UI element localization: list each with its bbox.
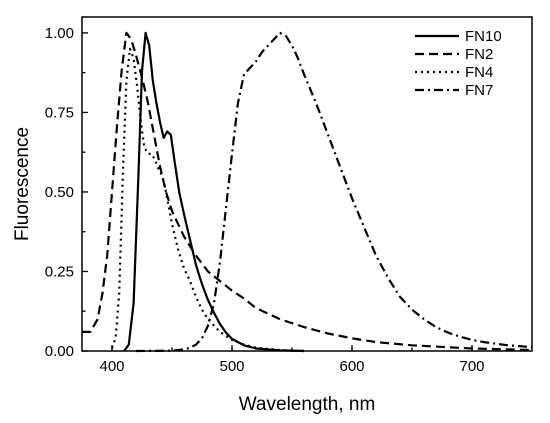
legend-label-fn4: FN4 xyxy=(465,64,493,81)
legend-label-fn10: FN10 xyxy=(465,28,502,45)
y-tick-label: 1.00 xyxy=(45,25,74,42)
plot-frame xyxy=(81,16,533,352)
legend-label-fn2: FN2 xyxy=(465,46,493,63)
x-axis-label: Wavelength, nm xyxy=(239,394,376,415)
series-line-fn4 xyxy=(110,47,305,353)
series-line-fn10 xyxy=(123,31,305,353)
x-tick-label: 400 xyxy=(99,358,124,375)
y-tick-label: 0.25 xyxy=(45,263,74,280)
x-tick-label: 500 xyxy=(219,358,244,375)
x-tick-label: 700 xyxy=(459,358,484,375)
series-line-fn7 xyxy=(135,31,533,353)
legend-label-fn7: FN7 xyxy=(465,82,493,99)
axis-ticks: 400 500 600 700 0.00 0.25 0.50 0.75 1.00 xyxy=(45,25,485,375)
y-axis-label: Fluorescence xyxy=(12,127,33,241)
y-tick-label: 0.75 xyxy=(45,104,74,121)
series-line-fn2 xyxy=(82,31,533,352)
x-tick-label: 600 xyxy=(339,358,364,375)
y-tick-label: 0.00 xyxy=(45,343,74,360)
y-tick-label: 0.50 xyxy=(45,184,74,201)
series-layer xyxy=(82,31,533,353)
